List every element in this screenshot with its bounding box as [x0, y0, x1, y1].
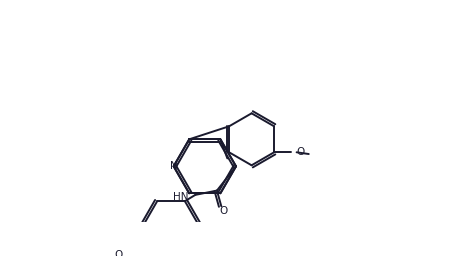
Text: HN: HN — [173, 192, 188, 202]
Text: N: N — [170, 161, 177, 171]
Text: O: O — [219, 206, 227, 216]
Text: O: O — [114, 250, 122, 256]
Text: O: O — [296, 147, 304, 157]
